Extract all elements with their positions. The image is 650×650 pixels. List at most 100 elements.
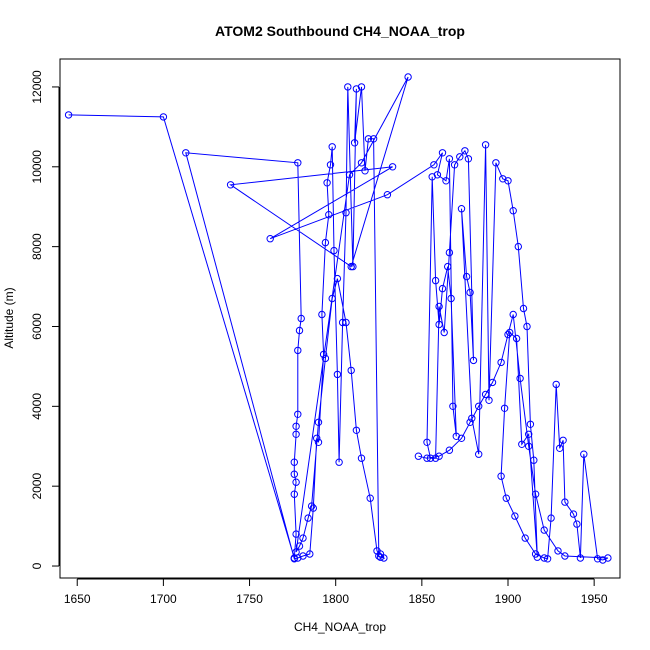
data-point	[445, 248, 454, 257]
data-point	[338, 318, 347, 327]
data-point	[438, 284, 447, 293]
x-tick-label: 1750	[236, 592, 263, 606]
data-point	[511, 512, 519, 520]
x-axis: 1650 1700 1750 1800 1850 1900 1950	[64, 578, 608, 606]
data-point	[457, 205, 466, 213]
data-point	[388, 163, 397, 171]
data-point	[504, 177, 512, 185]
data-point	[445, 155, 454, 163]
x-tick-label: 1850	[408, 592, 435, 606]
data-point	[292, 430, 300, 438]
data-point	[547, 514, 555, 522]
data-point	[423, 438, 431, 446]
data-point	[319, 350, 328, 359]
data-point	[569, 510, 578, 518]
data-point	[366, 494, 374, 502]
data-point	[452, 432, 460, 440]
data-point	[435, 452, 443, 460]
data-point	[561, 498, 569, 506]
data-point	[481, 390, 490, 399]
data-point	[466, 288, 474, 297]
data-point	[294, 346, 302, 355]
data-point	[299, 534, 307, 542]
data-point	[468, 414, 476, 422]
data-point	[328, 294, 336, 303]
series-layer	[64, 73, 612, 564]
data-point	[404, 73, 412, 81]
data-point	[525, 442, 533, 450]
data-point	[444, 262, 452, 271]
data-point	[464, 155, 473, 163]
data-point	[506, 328, 514, 337]
data-point	[461, 147, 469, 155]
data-point	[299, 552, 307, 560]
data-point	[576, 554, 585, 562]
data-point	[516, 374, 524, 383]
x-tick-label: 1650	[64, 592, 91, 606]
y-axis: 0 2000 4000 6000 8000 10000 12000	[30, 70, 60, 569]
data-point	[450, 161, 459, 169]
data-point	[499, 175, 507, 183]
data-point	[525, 430, 533, 438]
data-point	[342, 209, 350, 217]
data-point	[364, 135, 373, 143]
data-point	[292, 530, 300, 538]
data-point	[519, 304, 528, 313]
data-point	[431, 276, 440, 285]
data-point	[414, 452, 423, 460]
data-point	[304, 514, 312, 522]
data-point	[559, 436, 567, 444]
data-point	[543, 555, 552, 563]
data-point	[297, 314, 305, 323]
data-point	[182, 149, 190, 157]
data-point	[435, 302, 443, 311]
data-point	[457, 434, 466, 442]
data-point	[504, 330, 512, 339]
data-point	[328, 143, 336, 151]
data-point	[361, 167, 369, 175]
data-point	[573, 520, 581, 528]
data-point	[373, 547, 381, 555]
data-point	[469, 356, 478, 365]
data-point	[556, 444, 564, 452]
data-point	[481, 141, 490, 149]
data-point	[509, 310, 517, 319]
data-point	[357, 159, 366, 167]
y-axis-label: Altitude (m)	[2, 287, 16, 348]
data-point	[383, 191, 392, 199]
data-point	[502, 494, 510, 502]
data-point	[475, 450, 483, 458]
data-point	[292, 422, 300, 430]
data-point	[423, 454, 431, 462]
data-point	[333, 370, 342, 379]
data-point	[475, 402, 483, 410]
data-point	[440, 328, 448, 337]
data-point	[456, 153, 464, 161]
data-point	[497, 472, 505, 480]
data-point	[426, 454, 435, 462]
data-point	[531, 490, 540, 498]
data-point	[514, 242, 522, 251]
x-tick-label: 1900	[495, 592, 522, 606]
data-point	[599, 556, 607, 564]
data-point	[500, 404, 509, 412]
data-point	[431, 454, 440, 462]
data-point	[309, 504, 317, 512]
data-point	[333, 274, 342, 283]
data-point	[294, 159, 302, 167]
data-point	[292, 478, 300, 486]
data-point	[552, 380, 560, 389]
data-point	[447, 294, 455, 303]
y-tick-label: 8000	[30, 233, 44, 260]
data-point	[526, 420, 535, 428]
y-tick-label: 6000	[30, 313, 44, 340]
data-point	[554, 547, 562, 555]
data-point	[485, 396, 493, 404]
data-point	[306, 550, 314, 558]
plot-frame	[59, 58, 621, 579]
data-point	[435, 320, 443, 329]
data-point	[580, 450, 588, 458]
data-point	[488, 378, 497, 387]
data-point	[290, 555, 298, 563]
x-tick-label: 1700	[150, 592, 177, 606]
